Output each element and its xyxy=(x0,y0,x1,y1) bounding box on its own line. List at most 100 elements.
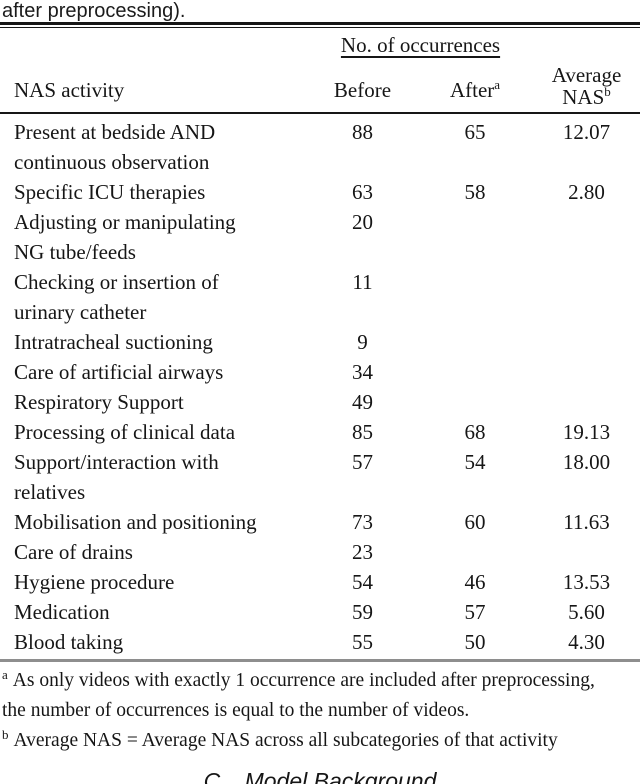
after-cell: 68 xyxy=(464,420,486,444)
before-cell: 54 xyxy=(352,570,373,594)
avg-nas-cell xyxy=(545,537,640,567)
avg-nas-cell: 18.00 xyxy=(562,450,611,474)
footnotes: a As only videos with exactly 1 occurrenc… xyxy=(0,666,640,756)
after-cell: 46 xyxy=(464,570,486,594)
table-row: Present at bedside AND continuous observ… xyxy=(0,113,640,177)
column-header-row: NAS activity Before Aftera xyxy=(0,58,640,114)
group-header-row: No. of occurrences Average NASb xyxy=(0,28,640,114)
footnote-b-text: Average NAS = Average NAS across all sub… xyxy=(13,730,558,751)
group-header-cell: No. of occurrences xyxy=(320,28,545,58)
average-line1: Average xyxy=(551,63,622,87)
activity-cell: Hygiene procedure xyxy=(14,570,175,594)
after-cell: 57 xyxy=(464,600,486,624)
after-cell xyxy=(405,357,545,387)
after-cell: 54 xyxy=(464,450,486,474)
table-row: Respiratory Support 49 xyxy=(0,387,640,417)
after-label: After xyxy=(449,78,495,102)
activity-cell: Present at bedside AND continuous observ… xyxy=(14,120,216,174)
before-cell: 34 xyxy=(352,360,373,384)
table-header: No. of occurrences Average NASb NAS acti… xyxy=(0,28,640,114)
group-header-label: No. of occurrences xyxy=(340,33,501,57)
after-cell xyxy=(405,207,545,267)
activity-cell: Specific ICU therapies xyxy=(14,180,206,204)
after-cell: 58 xyxy=(464,180,486,204)
before-cell: 85 xyxy=(352,420,373,444)
activity-cell: Blood taking xyxy=(14,630,124,654)
avg-nas-cell xyxy=(545,387,640,417)
avg-nas-cell: 2.80 xyxy=(568,180,605,204)
before-cell: 57 xyxy=(352,450,373,474)
after-cell: 60 xyxy=(464,510,486,534)
before-cell: 11 xyxy=(352,270,373,294)
average-line2: NASb xyxy=(545,84,628,109)
before-cell: 20 xyxy=(352,210,373,234)
activity-cell: Processing of clinical data xyxy=(14,420,236,444)
table-row: Checking or insertion of urinary cathete… xyxy=(0,267,640,327)
activity-cell: Support/interaction with relatives xyxy=(14,450,219,504)
table-row: Blood taking 55 50 4.30 xyxy=(0,627,640,657)
after-cell xyxy=(405,267,545,327)
before-cell: 59 xyxy=(352,600,373,624)
column-header-after: Aftera xyxy=(405,58,546,114)
footnote-a-marker: a xyxy=(2,666,8,682)
table-caption-tail: after preprocessing). xyxy=(2,0,186,22)
activity-cell: Medication xyxy=(14,600,110,624)
activity-cell: Respiratory Support xyxy=(14,390,184,414)
section-number: C. xyxy=(203,768,227,784)
activity-cell: Care of drains xyxy=(14,540,133,564)
before-cell: 88 xyxy=(352,120,373,144)
section-title: Model Background xyxy=(244,768,437,784)
after-cell xyxy=(405,327,545,357)
footnote-a-text: As only videos with exactly 1 occurrence… xyxy=(2,670,595,721)
table-bottom-rule xyxy=(0,659,640,662)
table-row: Care of artificial airways 34 xyxy=(0,357,640,387)
table-row: Adjusting or manipulating NG tube/feeds … xyxy=(0,207,640,267)
activity-cell: Adjusting or manipulating NG tube/feeds xyxy=(14,210,236,264)
table-top-rule-gap xyxy=(0,25,640,27)
average-nas-label: NAS xyxy=(562,85,605,109)
table-row: Medication 59 57 5.60 xyxy=(0,597,640,627)
after-cell: 50 xyxy=(464,630,486,654)
before-cell: 49 xyxy=(352,390,373,414)
activity-cell: Care of artificial airways xyxy=(14,360,224,384)
table-row: Care of drains 23 xyxy=(0,537,640,567)
column-header-activity: NAS activity xyxy=(0,58,320,114)
activity-cell: Mobilisation and positioning xyxy=(14,510,257,534)
table-row: Specific ICU therapies 63 58 2.80 xyxy=(0,177,640,207)
nas-occurrences-table: No. of occurrences Average NASb NAS acti… xyxy=(0,28,640,657)
column-header-average-nas: Average NASb xyxy=(545,28,640,114)
before-cell: 63 xyxy=(352,180,373,204)
before-cell: 23 xyxy=(352,540,373,564)
table-row: Processing of clinical data 85 68 19.13 xyxy=(0,417,640,447)
avg-nas-cell: 5.60 xyxy=(568,600,605,624)
after-cell: 65 xyxy=(464,120,486,144)
section-heading: C. Model Background xyxy=(0,768,640,784)
avg-nas-cell: 19.13 xyxy=(562,420,611,444)
before-cell: 73 xyxy=(352,510,373,534)
average-nas-footnote-marker: b xyxy=(604,84,611,99)
footnote-b: b Average NAS = Average NAS across all su… xyxy=(2,726,640,756)
after-cell xyxy=(405,387,545,417)
before-cell: 9 xyxy=(357,330,368,354)
avg-nas-cell xyxy=(545,327,640,357)
activity-cell: Checking or insertion of urinary cathete… xyxy=(14,270,219,324)
before-cell: 55 xyxy=(352,630,373,654)
avg-nas-cell: 11.63 xyxy=(563,510,610,534)
column-header-before: Before xyxy=(320,58,405,114)
footnote-a: a As only videos with exactly 1 occurrenc… xyxy=(2,666,640,726)
avg-nas-cell xyxy=(545,267,640,327)
table-row: Support/interaction with relatives 57 54… xyxy=(0,447,640,507)
avg-nas-cell: 12.07 xyxy=(562,120,611,144)
after-cell xyxy=(405,537,545,567)
table-row: Mobilisation and positioning 73 60 11.63 xyxy=(0,507,640,537)
table-top-rule-thin xyxy=(0,27,640,28)
avg-nas-cell: 4.30 xyxy=(568,630,605,654)
avg-nas-cell xyxy=(545,207,640,267)
table-row: Intratracheal suctioning 9 xyxy=(0,327,640,357)
after-footnote-marker: a xyxy=(494,77,501,92)
table-row: Hygiene procedure 54 46 13.53 xyxy=(0,567,640,597)
table-top-rule-thick xyxy=(0,22,640,25)
empty-header-cell xyxy=(0,28,320,58)
activity-cell: Intratracheal suctioning xyxy=(14,330,213,354)
table-body: Present at bedside AND continuous observ… xyxy=(0,113,640,657)
